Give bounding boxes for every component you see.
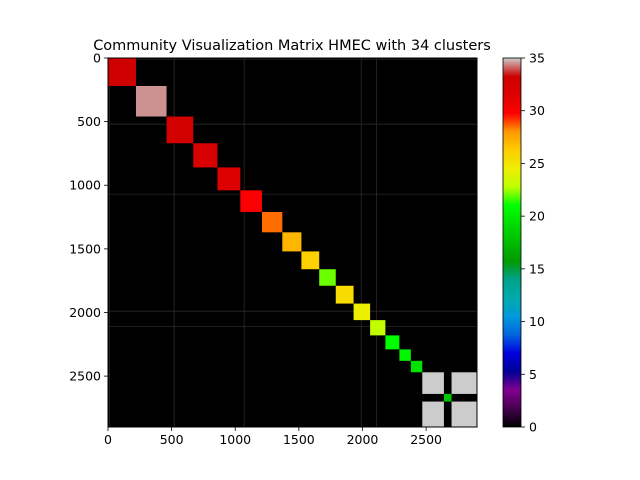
heatmap-cell bbox=[319, 269, 336, 286]
heatmap-cell bbox=[443, 393, 452, 402]
colorbar-tick-label: 0 bbox=[529, 420, 537, 435]
heatmap-cell bbox=[385, 335, 400, 350]
colorbar-tick-label: 35 bbox=[529, 51, 545, 66]
heatmap-cell bbox=[217, 167, 241, 191]
colorbar: 0 5 10 15 20 25 30 35 bbox=[502, 51, 545, 435]
x-tick-label: 2500 bbox=[410, 432, 442, 447]
y-tick-label: 2500 bbox=[69, 369, 101, 384]
heatmap-cell bbox=[370, 320, 386, 336]
y-tick-label: 500 bbox=[77, 114, 101, 129]
y-tick-label: 1500 bbox=[69, 241, 101, 256]
heatmap-cell bbox=[261, 211, 283, 233]
x-tick-label: 0 bbox=[104, 432, 112, 447]
colorbar-tick-label: 20 bbox=[529, 209, 545, 224]
plot-frame bbox=[107, 57, 478, 428]
heatmap-cell bbox=[451, 372, 477, 394]
x-tick-label: 2000 bbox=[347, 432, 379, 447]
heatmap-cell bbox=[240, 190, 262, 212]
heatmap-cell bbox=[422, 401, 444, 427]
colorbar-tick-label: 25 bbox=[529, 156, 545, 171]
colorbar-tick-label: 15 bbox=[529, 261, 545, 276]
heatmap-cell bbox=[301, 251, 320, 270]
heatmap-cell bbox=[335, 285, 354, 304]
chart-title: Community Visualization Matrix HMEC with… bbox=[93, 38, 491, 54]
x-tick-label: 500 bbox=[160, 432, 184, 447]
heatmap-cell bbox=[451, 401, 477, 427]
heatmap-blocks bbox=[108, 58, 477, 427]
heatmap-cell bbox=[193, 143, 218, 168]
colorbar-ticks: 0 5 10 15 20 25 30 35 bbox=[521, 51, 545, 435]
heatmap-plot bbox=[107, 57, 478, 428]
heatmap-cell bbox=[410, 360, 423, 373]
heatmap-cell bbox=[422, 372, 444, 394]
y-tick-label: 2000 bbox=[69, 305, 101, 320]
colorbar-tick-label: 5 bbox=[529, 367, 537, 382]
y-tick-label: 1000 bbox=[69, 178, 101, 193]
colorbar-tick-label: 30 bbox=[529, 103, 545, 118]
y-tick-label: 0 bbox=[93, 51, 101, 66]
colorbar-gradient bbox=[502, 57, 522, 428]
x-axis: 0 500 1000 1500 2000 2500 bbox=[104, 427, 442, 447]
y-axis: 0 500 1000 1500 2000 2500 bbox=[69, 51, 108, 384]
x-tick-label: 1000 bbox=[219, 432, 251, 447]
heatmap-cell bbox=[108, 58, 136, 86]
colorbar-tick-label: 10 bbox=[529, 314, 545, 329]
heatmap-cell bbox=[135, 85, 167, 117]
heatmap-cell bbox=[399, 349, 411, 361]
heatmap-cell bbox=[282, 232, 302, 252]
heatmap-cell bbox=[353, 303, 371, 321]
x-tick-label: 1500 bbox=[283, 432, 315, 447]
heatmap-cell bbox=[166, 116, 194, 144]
